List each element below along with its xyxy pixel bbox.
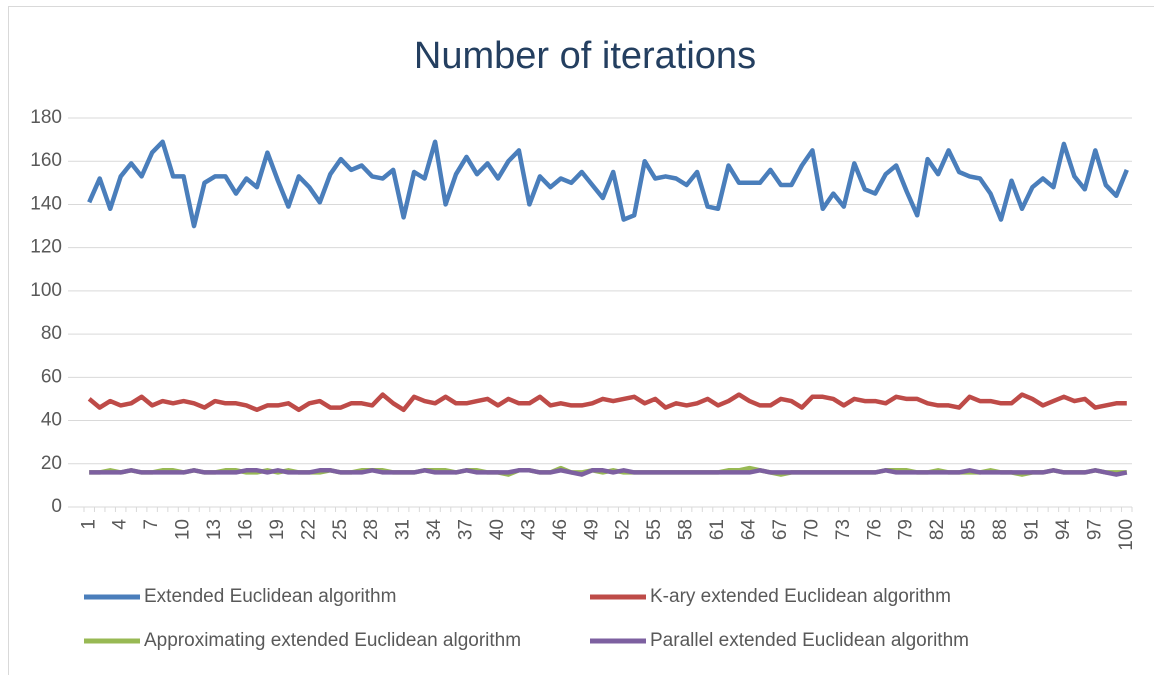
x-tick-label: 58 <box>676 519 697 540</box>
y-tick-label: 180 <box>30 107 62 128</box>
x-tick-label: 25 <box>330 519 351 540</box>
x-tick-label: 76 <box>864 519 885 540</box>
x-tick-label: 37 <box>456 519 477 540</box>
y-tick-label: 0 <box>51 496 62 517</box>
x-tick-label: 64 <box>738 519 759 541</box>
legend-label: K-ary extended Euclidean algorithm <box>650 586 951 607</box>
y-tick-label: 20 <box>41 453 62 474</box>
x-tick-label: 73 <box>833 519 854 540</box>
x-tick-label: 7 <box>141 519 162 530</box>
x-tick-label: 97 <box>1084 519 1105 540</box>
legend-label: Extended Euclidean algorithm <box>144 586 396 607</box>
chart-border <box>8 6 1154 675</box>
x-tick-label: 46 <box>550 519 571 540</box>
x-tick-label: 52 <box>613 519 634 540</box>
y-tick-label: 60 <box>41 366 62 387</box>
x-tick-label: 16 <box>235 519 256 540</box>
y-tick-label: 160 <box>30 150 62 171</box>
series-line <box>89 468 1128 477</box>
series-line <box>87 139 1129 229</box>
x-tick-label: 79 <box>896 519 917 540</box>
x-tick-label: 70 <box>801 519 822 540</box>
x-tick-label: 94 <box>1053 519 1074 541</box>
chart-title: Number of iterations <box>414 35 756 77</box>
y-tick-label: 120 <box>30 237 62 258</box>
x-tick-label: 10 <box>173 519 194 540</box>
series-line <box>87 392 1127 413</box>
x-tick-label: 13 <box>204 519 225 540</box>
x-tick-label: 1 <box>78 519 99 530</box>
x-tick-label: 55 <box>644 519 665 540</box>
y-tick-label: 100 <box>30 280 62 301</box>
x-tick-label: 88 <box>990 519 1011 540</box>
x-tick-label: 49 <box>581 519 602 540</box>
x-tick-label: 82 <box>927 519 948 540</box>
x-tick-label: 31 <box>393 519 414 540</box>
x-tick-label: 100 <box>1116 519 1137 551</box>
y-tick-label: 80 <box>41 323 62 344</box>
y-tick-label: 140 <box>30 193 62 214</box>
x-tick-label: 19 <box>267 519 288 540</box>
x-tick-label: 22 <box>298 519 319 540</box>
y-tick-label: 40 <box>41 410 62 431</box>
legend-label: Approximating extended Euclidean algorit… <box>144 630 521 651</box>
x-tick-label: 43 <box>518 519 539 540</box>
x-tick-label: 28 <box>361 519 382 540</box>
x-tick-label: 4 <box>110 519 131 530</box>
x-tick-label: 61 <box>707 519 728 540</box>
x-tick-label: 34 <box>424 519 445 541</box>
legend-label: Parallel extended Euclidean algorithm <box>650 630 969 651</box>
x-tick-label: 40 <box>487 519 508 540</box>
x-tick-label: 91 <box>1021 519 1042 540</box>
x-tick-label: 85 <box>959 519 980 540</box>
x-tick-label: 67 <box>770 519 791 540</box>
